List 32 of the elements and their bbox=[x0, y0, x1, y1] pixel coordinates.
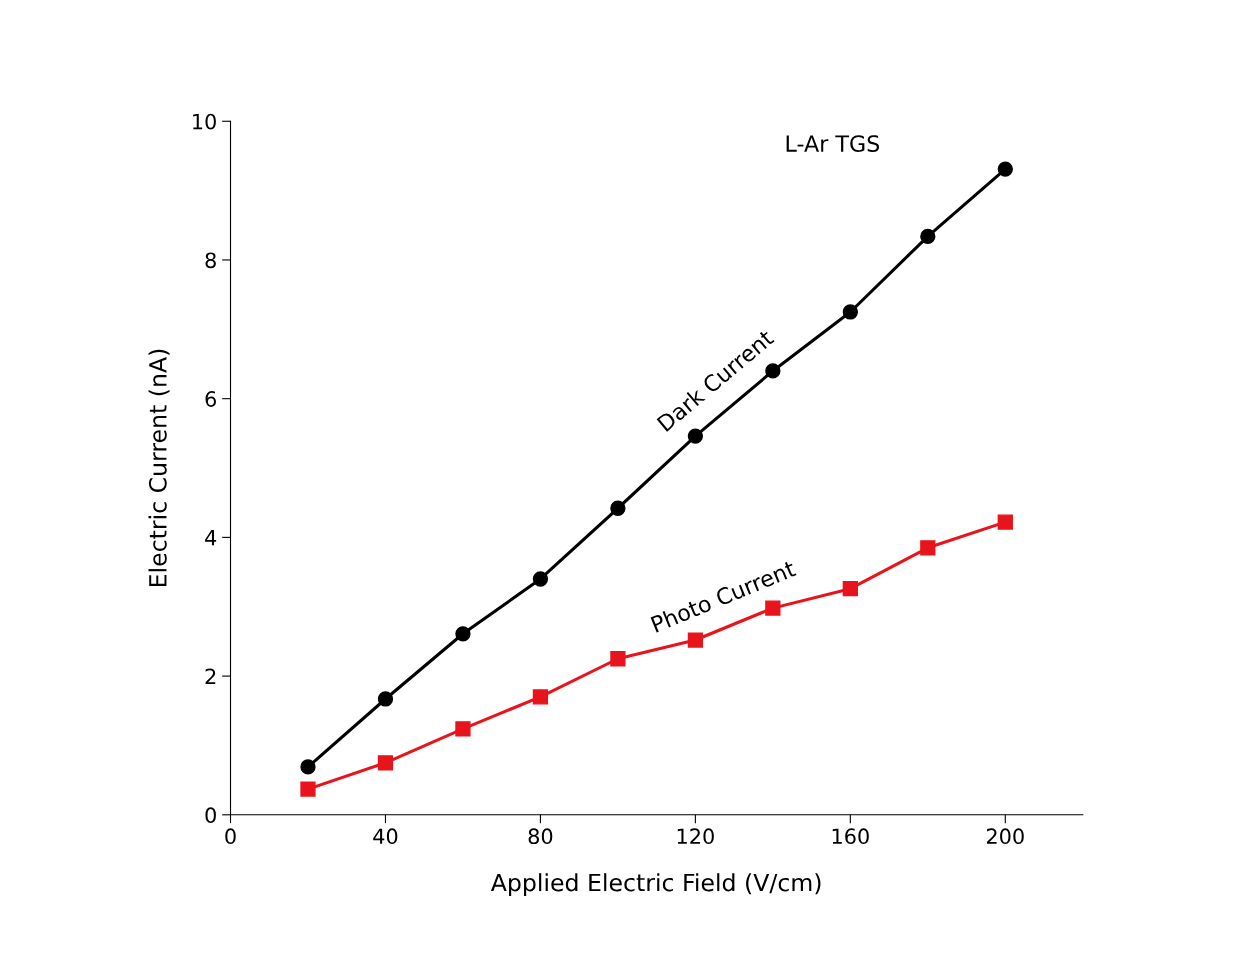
annotation: L-Ar TGS bbox=[786, 135, 880, 152]
x-tick-label: 200 bbox=[986, 828, 1024, 845]
x-tick-label: 40 bbox=[373, 828, 398, 845]
x-tick-label: 80 bbox=[528, 828, 553, 845]
point bbox=[300, 781, 316, 797]
x-axis-title: Applied Electric Field (V/cm) bbox=[490, 873, 821, 897]
point bbox=[842, 304, 858, 320]
y-tick-label: 4 bbox=[205, 530, 217, 546]
y-tick-label: 8 bbox=[205, 252, 216, 269]
point bbox=[532, 689, 549, 705]
x-tick-label: 0 bbox=[225, 828, 236, 845]
point bbox=[455, 626, 471, 642]
y-axis-title: Electric Current (nA) bbox=[148, 349, 170, 587]
point bbox=[377, 755, 394, 771]
point bbox=[610, 651, 626, 667]
point bbox=[687, 632, 704, 648]
point bbox=[997, 161, 1013, 177]
point bbox=[920, 540, 936, 556]
y-tick-label: 0 bbox=[205, 807, 216, 824]
x-tick-label: 160 bbox=[832, 828, 869, 845]
point bbox=[997, 514, 1013, 530]
point bbox=[532, 571, 549, 587]
y-tick-label: 10 bbox=[193, 113, 216, 130]
x-tick-label: 120 bbox=[677, 828, 714, 845]
y-tick-label: 2 bbox=[205, 668, 216, 685]
point bbox=[377, 691, 394, 707]
y-tick-label: 6 bbox=[205, 391, 216, 407]
point bbox=[610, 500, 626, 516]
point bbox=[455, 721, 471, 737]
point bbox=[300, 759, 316, 775]
point bbox=[920, 228, 936, 245]
point bbox=[842, 581, 858, 597]
